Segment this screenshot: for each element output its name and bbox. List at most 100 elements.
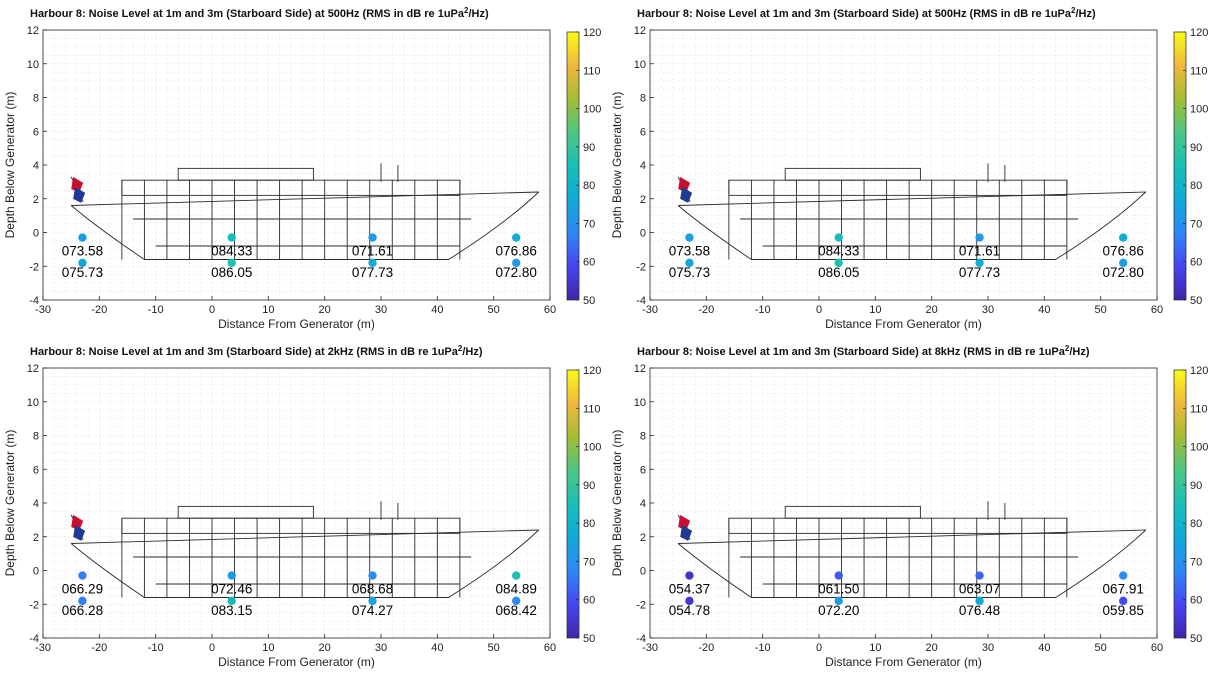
x-tick-label: -30 — [642, 304, 658, 316]
data-point — [368, 258, 377, 268]
x-tick-label: 30 — [982, 642, 994, 654]
data-value-label: 076.86 — [1103, 244, 1144, 259]
data-value-label: 066.29 — [62, 582, 103, 597]
y-tick-label: 8 — [640, 431, 646, 443]
data-point — [1119, 258, 1128, 268]
flag-red — [678, 176, 691, 193]
x-tick-label: 30 — [375, 642, 387, 654]
colorbar-tick-label: 50 — [583, 633, 595, 645]
x-tick-label: 20 — [926, 642, 938, 654]
x-tick-label: 0 — [209, 642, 215, 654]
data-value-label: 063.07 — [959, 582, 1000, 597]
data-point — [512, 258, 521, 268]
title-main: Harbour 8: Noise Level at 1m and 3m (Sta… — [637, 346, 1066, 358]
colorbar-tick-label: 60 — [583, 257, 595, 269]
title-superscript: 2 — [464, 6, 469, 15]
chart-panel-8khz: -30 -20 -10 0 10 20 30 40 50 60 -4 -2 0 2 4 6 8 10 12 Dista… — [607, 338, 1214, 675]
colorbar-tick-label: 110 — [583, 403, 601, 415]
title-superscript: 2 — [458, 344, 463, 353]
data-value-label: 084.33 — [818, 244, 859, 259]
data-value-label: 072.80 — [496, 265, 537, 280]
colorbar-tick-label: 120 — [1190, 27, 1208, 39]
data-point — [834, 258, 843, 268]
y-axis-label: Depth Below Generator (m) — [610, 430, 624, 577]
chart-svg: -30 -20 -10 0 10 20 30 40 50 60-4-2024681012Dista… — [3, 6, 601, 331]
data-value-label: 083.15 — [211, 603, 252, 618]
data-point — [1119, 596, 1128, 606]
colorbar-tick-label: 110 — [1190, 65, 1208, 77]
y-tick-label: 4 — [640, 498, 646, 510]
deck-line — [71, 191, 539, 206]
data-point — [368, 596, 377, 606]
y-tick-label: 8 — [33, 93, 39, 105]
x-tick-label: 30 — [982, 304, 994, 316]
y-tick-label: 10 — [634, 397, 646, 409]
data-value-label: 067.91 — [1103, 582, 1144, 597]
x-axis-label: Distance From Generator (m) — [218, 655, 375, 669]
y-tick-label: 8 — [33, 431, 39, 443]
colorbar-tick-label: 120 — [583, 27, 601, 39]
deck-line — [678, 191, 1146, 206]
flag-blue — [680, 524, 693, 541]
data-point — [1119, 571, 1128, 580]
colorbar-tick-label: 50 — [1190, 295, 1202, 307]
x-tick-label: -30 — [642, 642, 658, 654]
data-point — [78, 258, 87, 268]
x-tick-label: 40 — [1038, 304, 1050, 316]
colorbar-tick-label: 70 — [583, 218, 595, 230]
data-point — [78, 233, 87, 242]
y-tick-label: 4 — [33, 160, 39, 172]
x-tick-label: -20 — [698, 304, 714, 316]
x-axis-label: Distance From Generator (m) — [825, 317, 982, 331]
flag-blue — [73, 524, 86, 541]
colorbar-tick-label: 120 — [583, 365, 601, 377]
y-tick-label: 2 — [640, 532, 646, 544]
chart-title: Harbour 8: Noise Level at 1m and 3m (Sta… — [30, 6, 489, 20]
deck-line — [71, 529, 539, 544]
data-value-label: 086.05 — [818, 265, 859, 280]
title-main: Harbour 8: Noise Level at 1m and 3m (Sta… — [30, 346, 459, 358]
bridge-deck — [784, 167, 921, 181]
x-tick-label: 50 — [488, 642, 500, 654]
bridge-deck — [177, 167, 314, 181]
colorbar — [1173, 31, 1187, 301]
data-value-label: 077.73 — [959, 265, 1000, 280]
data-point — [227, 258, 236, 268]
chart-svg: -30 -20 -10 0 10 20 30 40 50 60-4-2024681012Dista… — [610, 6, 1208, 331]
data-value-label: 068.68 — [352, 582, 393, 597]
colorbar-tick-label: 80 — [1190, 518, 1202, 530]
data-value-label: 077.73 — [352, 265, 393, 280]
colorbar-tick-label: 50 — [583, 295, 595, 307]
y-tick-label: -4 — [29, 633, 39, 645]
title-end: /Hz) — [1075, 8, 1096, 20]
colorbar-tick-label: 90 — [1190, 142, 1202, 154]
colorbar-tick-label: 60 — [583, 595, 595, 607]
hull-line — [677, 191, 1147, 260]
data-point — [1119, 233, 1128, 242]
chart-title: Harbour 8: Noise Level at 1m and 3m (Sta… — [637, 344, 1090, 358]
colorbar-tick-label: 100 — [583, 442, 601, 454]
y-tick-label: 0 — [640, 228, 646, 240]
ship-drawing — [677, 163, 1147, 260]
y-tick-label: 4 — [640, 160, 646, 172]
data-point — [685, 571, 694, 580]
x-tick-label: -20 — [91, 642, 107, 654]
y-axis-label: Depth Below Generator (m) — [3, 92, 17, 239]
y-tick-label: -2 — [29, 261, 39, 273]
y-tick-label: 8 — [640, 93, 646, 105]
data-point — [227, 596, 236, 606]
x-tick-label: -20 — [698, 642, 714, 654]
data-value-label: 084.89 — [496, 582, 537, 597]
chart-svg: -30 -20 -10 0 10 20 30 40 50 60-4-2024681012Dista… — [610, 344, 1208, 669]
title-superscript: 2 — [1065, 344, 1070, 353]
data-value-label: 073.58 — [669, 244, 710, 259]
x-tick-label: 40 — [1038, 642, 1050, 654]
flag-blue — [73, 186, 86, 203]
hull-line — [70, 191, 540, 260]
x-tick-label: 60 — [1151, 642, 1163, 654]
colorbar-tick-label: 50 — [1190, 633, 1202, 645]
data-value-label: 076.48 — [959, 603, 1000, 618]
colorbar-tick-label: 120 — [1190, 365, 1208, 377]
x-tick-label: -30 — [35, 304, 51, 316]
ship-drawing — [677, 501, 1147, 598]
